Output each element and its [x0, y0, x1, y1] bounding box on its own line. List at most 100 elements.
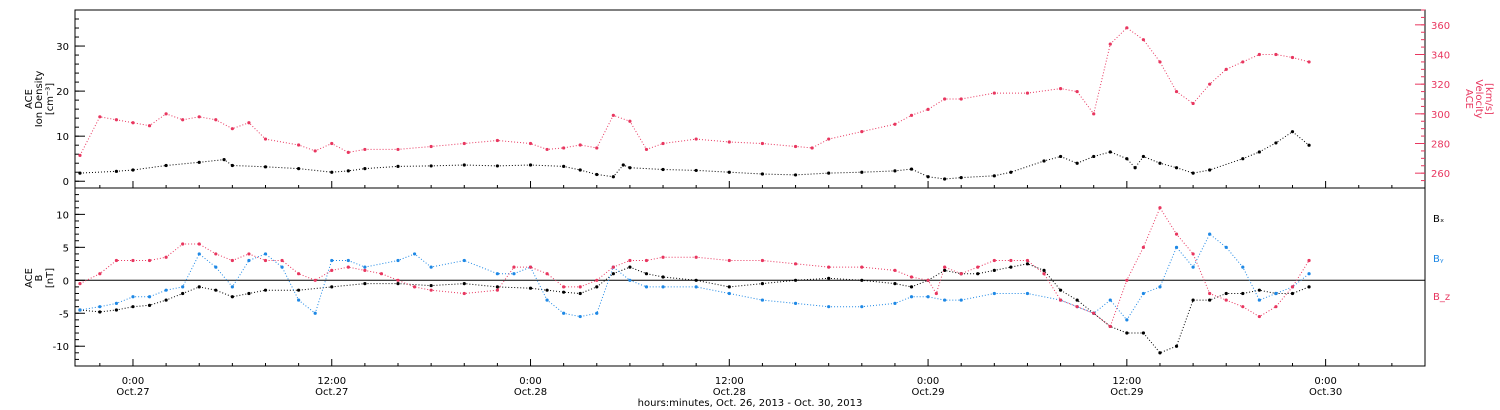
y-tick-label: 280 [1431, 140, 1450, 151]
bx-point [1025, 262, 1030, 266]
density-point [1208, 168, 1212, 172]
ion-density-velocity-panel: 0 10 20 30 260 280 300 320 340 360 ACE Ion Densi… [24, 9, 1494, 189]
by-point [1141, 291, 1146, 296]
density-point [959, 176, 963, 180]
by-point [462, 258, 466, 263]
x-tick-date-label: Oct.28 [514, 387, 547, 398]
velocity-axis-label: ACE Velocity [km/s] [1463, 79, 1494, 118]
bz-point [147, 258, 152, 263]
bz-point [78, 281, 82, 286]
y-tick-label: 340 [1431, 51, 1450, 62]
bz-point [412, 285, 417, 289]
y-tick-label: 0 [63, 276, 69, 287]
by-point [78, 308, 82, 312]
bz-series [78, 206, 1311, 329]
density-point [1191, 171, 1195, 175]
y-tick-label: 260 [1431, 169, 1450, 180]
velocity-point [943, 97, 947, 101]
bz-point [495, 288, 499, 292]
velocity-point [230, 127, 234, 131]
velocity-point [197, 115, 201, 119]
bz-point [793, 262, 798, 266]
bz-point [528, 265, 533, 269]
velocity-point [131, 121, 135, 125]
velocity-point [98, 115, 102, 119]
by-point [661, 285, 665, 289]
velocity-label-line-2: Velocity [1473, 79, 1484, 118]
density-point [694, 168, 698, 173]
top-time-ticks [99, 181, 1393, 188]
bx-point [893, 281, 897, 286]
density-point [1174, 166, 1179, 170]
bx-point [1191, 298, 1195, 302]
velocity-point [1208, 82, 1212, 86]
y-tick-label: 30 [56, 42, 69, 53]
density-label-line-1: ACE [24, 89, 35, 109]
density-point [760, 172, 765, 176]
top-panel-frame [74, 9, 1426, 189]
bz-point [628, 258, 632, 263]
field-label-line-3: [nT] [45, 268, 56, 288]
velocity-point [1075, 89, 1079, 94]
velocity-label-line-3: [km/s] [1483, 83, 1494, 115]
ion-density-series [78, 130, 1311, 181]
velocity-point [1191, 101, 1195, 106]
by-point [644, 285, 649, 289]
density-point [197, 160, 201, 164]
by-point [98, 305, 102, 309]
by-point [114, 301, 119, 305]
density-point-trace [79, 131, 1310, 180]
bx-point [1075, 298, 1079, 302]
x-tick-time-label: 0:00 [519, 376, 541, 387]
bz-point [429, 288, 433, 292]
time-axis-labels: 0:00Oct.2712:00Oct.270:00Oct.2812:00Oct.… [116, 376, 1342, 398]
bz-point [860, 265, 864, 269]
density-label-line-3: [cm⁻³] [45, 83, 56, 115]
bz-point-trace [79, 206, 1310, 328]
velocity-point [1274, 52, 1278, 57]
by-point [959, 298, 963, 302]
bx-point-trace [79, 263, 1310, 354]
by-point [181, 285, 185, 289]
bx-point [147, 303, 152, 307]
bz-point [562, 285, 566, 289]
y-tick-label: 360 [1431, 21, 1450, 32]
density-point [363, 167, 367, 171]
bz-point [934, 291, 938, 296]
y-tick-label: -10 [53, 342, 69, 353]
by-series [78, 232, 1311, 322]
velocity-point [860, 130, 864, 134]
field-axis-ticks: -10 -5 0 5 10 [53, 194, 85, 360]
by-point [512, 272, 516, 276]
density-point [1108, 150, 1112, 154]
density-point [595, 172, 599, 177]
y-tick-label: 10 [56, 210, 69, 221]
velocity-point [562, 146, 566, 150]
bx-point [1208, 298, 1212, 302]
by-point [1108, 298, 1112, 302]
velocity-series [78, 26, 1311, 157]
x-tick-time-label: 12:00 [715, 376, 744, 387]
bx-point [495, 285, 499, 289]
bz-point [1025, 258, 1030, 263]
bx-point [1257, 288, 1261, 292]
by-point [694, 285, 698, 289]
density-point [661, 167, 665, 172]
velocity-label-line-1: ACE [1463, 89, 1474, 109]
x-tick-time-label: 12:00 [317, 376, 346, 387]
density-point [992, 174, 996, 178]
bz-point [346, 265, 350, 269]
density-point [943, 177, 947, 181]
velocity-point [1257, 52, 1261, 57]
x-tick-date-label: Oct.27 [116, 387, 149, 398]
bx-point [661, 275, 665, 279]
by-point [595, 311, 599, 315]
bz-point [1290, 285, 1295, 289]
x-tick-time-label: 0:00 [1314, 376, 1336, 387]
x-tick-date-label: Oct.28 [713, 387, 746, 398]
bx-series [78, 262, 1311, 355]
by-point [164, 288, 168, 292]
legend-bz: B_z [1433, 292, 1450, 303]
bz-point [1158, 206, 1162, 210]
